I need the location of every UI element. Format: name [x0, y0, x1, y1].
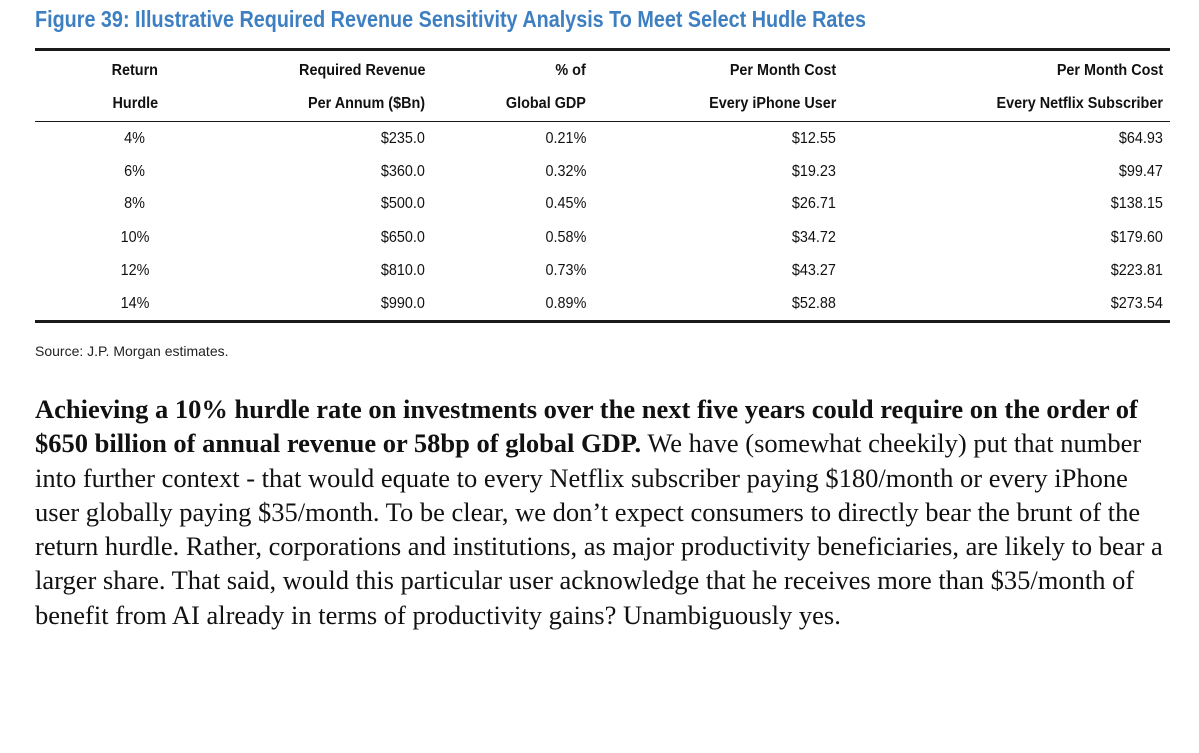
body-bold-lead: Achieving a 10% hurdle rate on investmen…	[35, 394, 1138, 459]
cell-hurdle: 6%	[124, 162, 146, 180]
cell-netflix: $223.81	[1110, 262, 1163, 279]
header-gdp-line2: Global GDP	[505, 95, 586, 112]
cell-netflix: $179.60	[1110, 229, 1163, 246]
header-gdp-line1: % of	[555, 62, 586, 79]
cell-netflix: $64.93	[1118, 130, 1163, 147]
cell-hurdle: 4%	[124, 130, 146, 147]
cell-iphone: $52.88	[791, 295, 836, 312]
cell-gdp: 0.58%	[545, 229, 586, 246]
cell-netflix: $99.47	[1118, 162, 1163, 180]
header-iphone-line1: Per Month Cost	[729, 62, 836, 79]
cell-gdp: 0.45%	[545, 195, 586, 212]
cell-iphone: $19.23	[791, 162, 836, 180]
cell-revenue: $810.0	[380, 262, 425, 279]
cell-revenue: $360.0	[380, 162, 425, 180]
cell-hurdle: 14%	[120, 295, 150, 312]
cell-iphone: $34.72	[791, 229, 836, 246]
header-revenue-line2: Per Annum ($Bn)	[307, 95, 425, 112]
table-bottom-rule	[35, 320, 1170, 323]
header-return-line2: Hurdle	[112, 95, 158, 112]
cell-netflix: $273.54	[1110, 295, 1163, 312]
cell-gdp: 0.32%	[545, 162, 586, 180]
header-iphone-line2: Every iPhone User	[708, 95, 836, 112]
cell-gdp: 0.21%	[545, 130, 586, 147]
cell-hurdle: 10%	[120, 229, 150, 246]
header-netflix-line2: Every Netflix Subscriber	[996, 95, 1163, 112]
cell-revenue: $235.0	[380, 130, 425, 147]
cell-revenue: $500.0	[380, 195, 425, 212]
cell-gdp: 0.73%	[545, 262, 586, 279]
header-return-line1: Return	[111, 62, 159, 79]
cell-iphone: $26.71	[791, 195, 836, 212]
body-text: We have (somewhat cheekily) put that num…	[35, 428, 1163, 630]
table-top-rule	[35, 48, 1170, 51]
source-note: Source: J.P. Morgan estimates.	[35, 343, 229, 359]
header-netflix-line1: Per Month Cost	[1056, 62, 1163, 79]
cell-hurdle: 8%	[124, 195, 146, 212]
figure-title: Figure 39: Illustrative Required Revenue…	[35, 6, 867, 32]
cell-iphone: $12.55	[791, 130, 836, 147]
cell-netflix: $138.15	[1110, 195, 1163, 212]
cell-iphone: $43.27	[791, 262, 836, 279]
header-revenue-line1: Required Revenue	[298, 62, 425, 79]
cell-revenue: $650.0	[380, 229, 425, 246]
cell-revenue: $990.0	[380, 295, 425, 312]
cell-hurdle: 12%	[120, 262, 150, 279]
body-paragraph: Achieving a 10% hurdle rate on investmen…	[35, 392, 1165, 632]
cell-gdp: 0.89%	[545, 295, 586, 312]
table-header-rule	[35, 121, 1170, 122]
